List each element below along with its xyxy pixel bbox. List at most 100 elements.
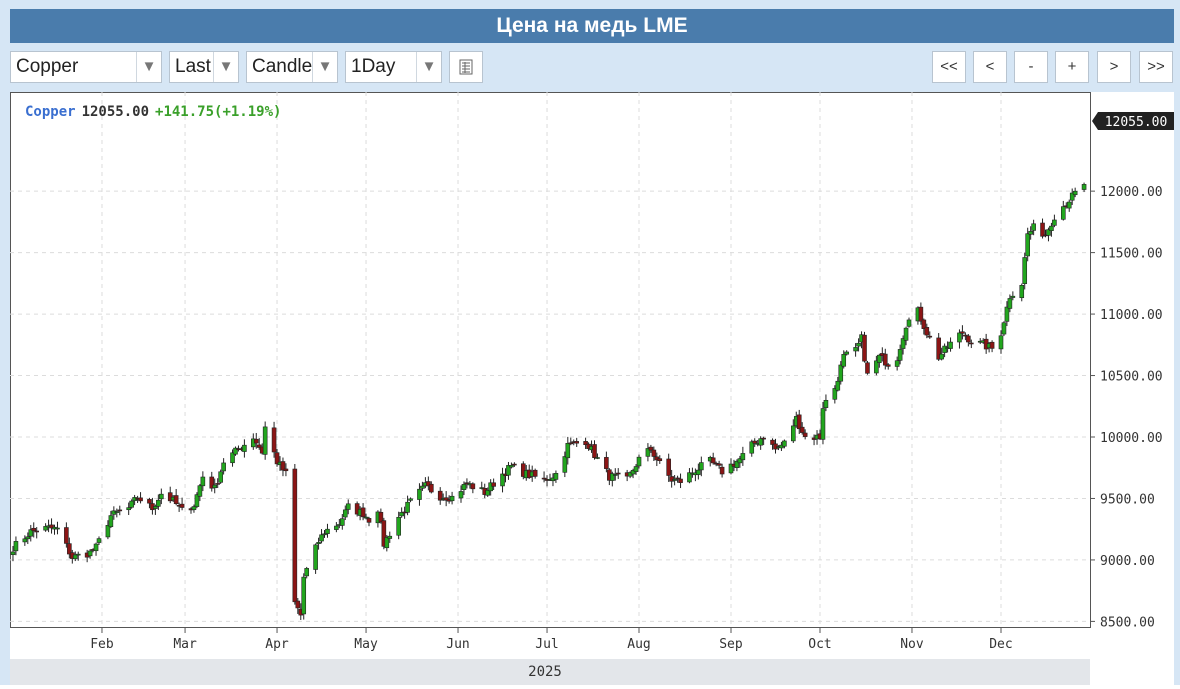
candle-up [1066,201,1072,209]
nav-prev-button[interactable]: < [973,51,1007,83]
data-table-button[interactable] [449,51,483,83]
zoom-in-button[interactable]: + [1055,51,1089,83]
candle-down [179,503,185,508]
candle-up [948,341,953,349]
table-icon [459,59,473,75]
candle-up [1072,190,1078,196]
y-tick-label: 9500.00 [1100,492,1155,507]
candle-up [897,349,903,361]
candle-up [233,447,238,455]
candle-up [242,444,247,452]
price-field-select[interactable]: Last ▼ [169,51,239,83]
candle-up [823,399,829,408]
candlestick-chart[interactable]: 8500.00 9000.00 9500.00 10000.00 10500.00 110… [10,92,1174,685]
candle-down [865,362,870,374]
candle-up [1004,306,1010,322]
candle-down [354,503,360,515]
candle-up [218,471,223,483]
plot-frame [10,92,1091,628]
candle-up [740,453,746,461]
candle-down [67,543,72,555]
candle-up [1046,229,1051,236]
candle-up [485,490,490,496]
candle-down [470,483,476,490]
chart-area: 8500.00 9000.00 9500.00 10000.00 10500.00 110… [10,92,1174,685]
candle-up [200,476,206,487]
candle-down [678,478,683,483]
chart-style-select[interactable]: Candle ▼ [246,51,338,83]
candle-down [716,463,722,466]
candle-up [687,472,692,483]
candle-down [583,441,588,446]
candle-up [363,516,369,519]
candle-up [408,498,413,501]
candle-up [461,484,467,490]
candle-up [779,444,784,449]
candle-down [429,483,434,493]
candle-up [553,473,559,480]
candle-down [64,527,69,544]
candle-up [322,533,327,536]
last-price-label: 12055.00 [1105,115,1168,130]
candle-up [25,536,31,540]
candle-up [384,537,390,549]
candle-up [820,408,826,440]
candle-down [49,524,54,529]
candle-down [167,492,173,502]
candle-down [752,440,758,444]
candle-up [728,463,734,474]
candle-up [342,509,348,518]
candle-down [491,482,496,487]
candle-up [301,576,307,615]
candle-up [13,541,19,552]
candle-down [574,441,580,444]
candle-up [194,494,200,507]
y-axis: 8500.00 9000.00 9500.00 10000.00 10500.00 110… [1090,185,1163,630]
nav-next-button[interactable]: > [1097,51,1131,83]
candle-down [256,444,262,448]
interval-select[interactable]: 1Day ▼ [345,51,442,83]
candle-up [562,456,568,473]
candle-up [156,499,161,507]
candle-down [378,511,384,523]
candle-up [449,495,455,502]
symbol-select[interactable]: Copper ▼ [10,51,162,83]
candle-down [669,476,674,482]
candle-up [595,457,600,459]
chevron-down-icon: ▼ [136,52,161,82]
candle-down [568,442,574,445]
candle-up [316,542,321,544]
candle-down [520,463,526,477]
candle-up [159,493,164,500]
candle-down [802,432,808,437]
y-tick-label: 11500.00 [1100,247,1163,262]
candle-down [1040,222,1045,237]
candle-down [437,490,443,501]
symbol-select-value: Copper [16,56,79,77]
candle-up [737,458,743,464]
candle-up [610,473,615,481]
candle-up [230,452,235,464]
x-axis: Feb Mar Apr May Jun Jul Aug Sep Oct Nov Dec [90,627,1013,652]
zoom-out-button[interactable]: - [1014,51,1048,83]
y-tick-label: 12000.00 [1100,185,1163,200]
candle-up [93,543,99,552]
candle-up [420,485,425,489]
candle-up [396,516,401,536]
candle-up [1007,298,1013,309]
candle-down [969,342,974,345]
nav-first-button[interactable]: << [932,51,966,83]
interval-value: 1Day [351,56,396,77]
year-band [10,659,1090,685]
candle-up [304,568,310,577]
candle-up [633,466,639,472]
candle-down [209,476,215,489]
candle-down [651,449,657,457]
x-tick-label: May [354,637,378,652]
nav-last-button[interactable]: >> [1139,51,1173,83]
candle-up [108,515,114,528]
candle-up [28,529,34,537]
chevron-down-icon: ▼ [213,52,238,82]
candle-up [22,538,28,543]
candle-down [215,483,220,485]
